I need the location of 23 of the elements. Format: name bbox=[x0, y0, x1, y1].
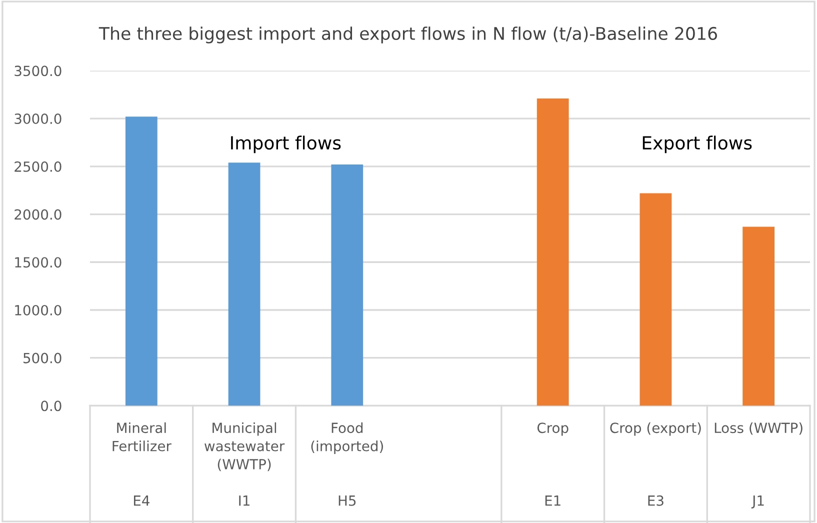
bar bbox=[228, 162, 260, 406]
y-tick-label: 2000.0 bbox=[14, 209, 62, 220]
y-tick-label: 2500.0 bbox=[14, 161, 62, 172]
y-tick-label: 0.0 bbox=[41, 400, 62, 412]
bar bbox=[125, 116, 158, 406]
category-label: Mineral Fertilizer E4 bbox=[112, 422, 172, 506]
y-tick-label: 500.0 bbox=[24, 352, 62, 364]
annotation: Export flows bbox=[642, 136, 752, 154]
bar bbox=[536, 98, 569, 406]
category-label: Loss (WWTP) J1 bbox=[714, 422, 802, 508]
bar bbox=[742, 226, 775, 406]
y-tick-label: 1500.0 bbox=[15, 257, 62, 268]
y-tick-label: 1000.0 bbox=[15, 304, 62, 316]
chart-title: The three biggest import and export flows in N flow (t/a)-Baseline 2016 bbox=[98, 26, 718, 44]
annotation: Import flows bbox=[231, 136, 341, 154]
bar bbox=[331, 164, 364, 406]
category-label: Municipal wastewater (WWTP) I1 bbox=[204, 422, 285, 506]
category-label: Crop E1 bbox=[537, 422, 568, 506]
category-label: Food (imported) H5 bbox=[311, 422, 383, 506]
y-tick-label: 3000.0 bbox=[14, 114, 62, 124]
y-tick-label: 3500.0 bbox=[14, 66, 62, 76]
bar bbox=[640, 193, 672, 406]
category-label: Crop (export) E3 bbox=[610, 422, 701, 506]
